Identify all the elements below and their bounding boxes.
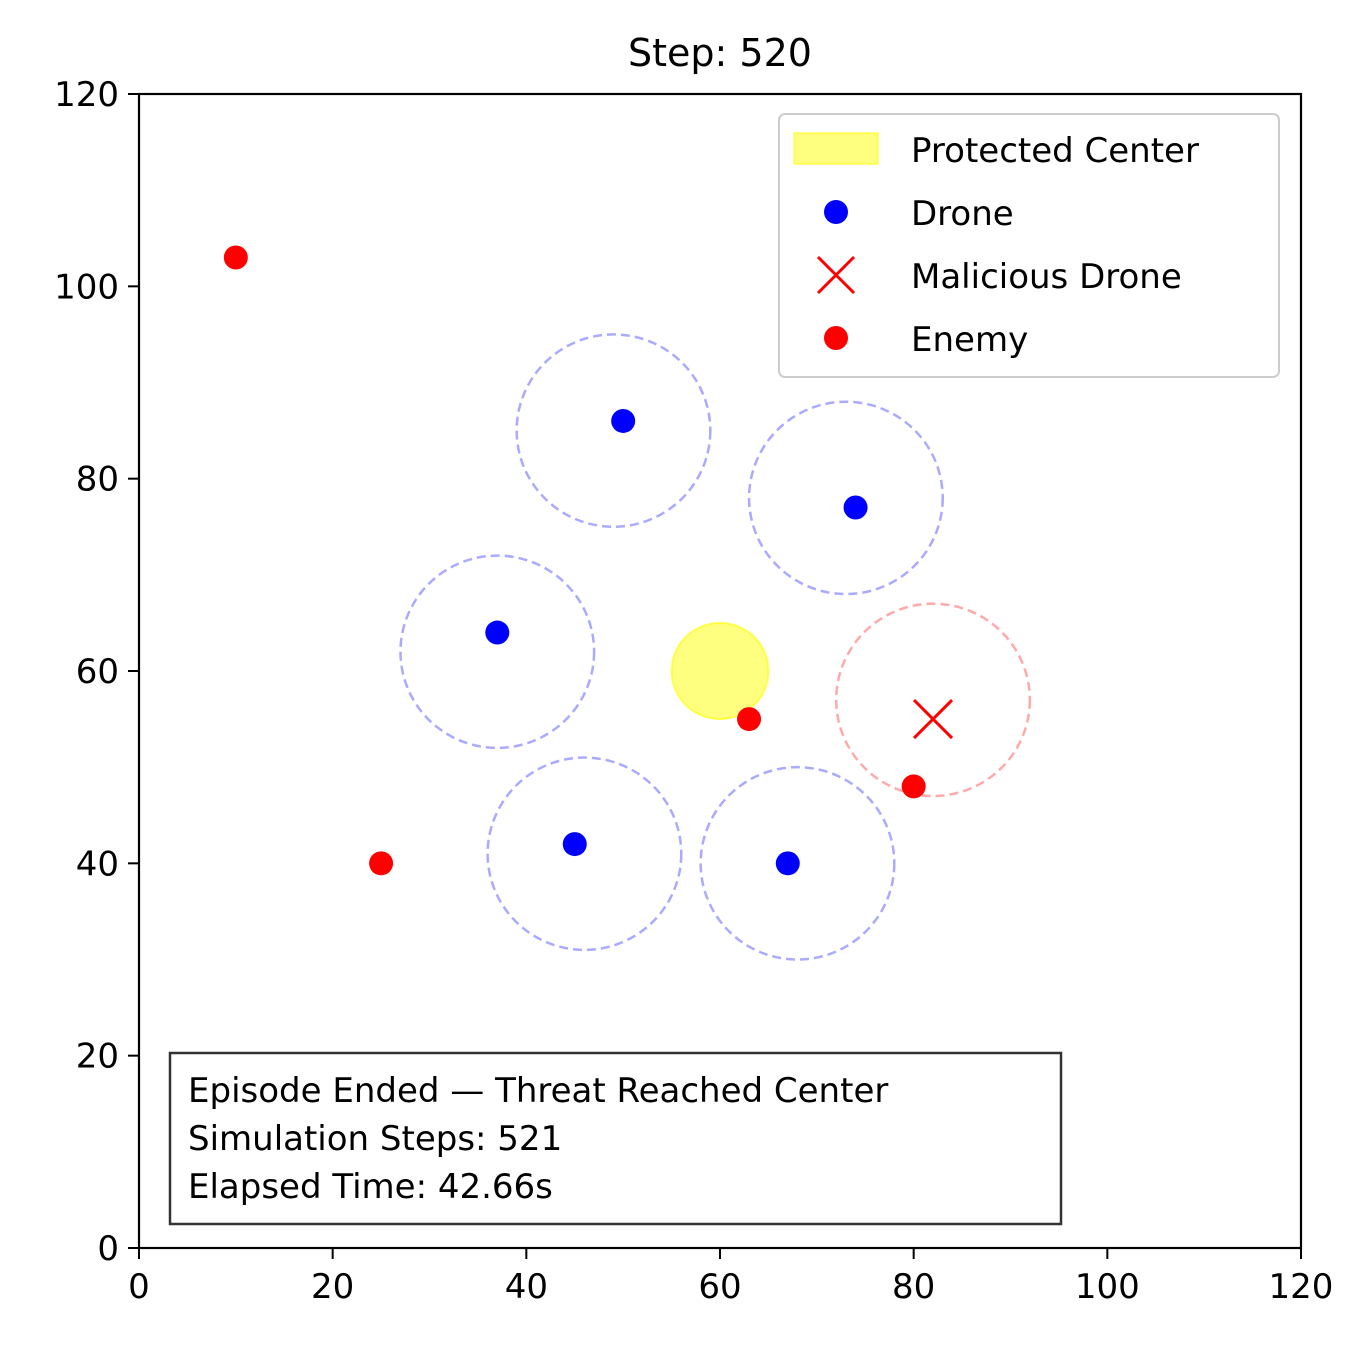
legend-label-malicious-drone: Malicious Drone [911,257,1182,297]
episode-summary-frame [168,1051,1063,1226]
x-tick-label: 60 [698,1267,741,1307]
episode-summary-box: Episode Ended — Threat Reached Center Si… [168,1051,1063,1226]
drone-range-circle-3 [399,554,596,750]
drone-point-5 [775,851,800,876]
legend-label-enemy: Enemy [911,320,1028,360]
legend-marker-drone [824,200,848,224]
x-tick-label: 120 [1269,1267,1334,1307]
y-tick-label: 80 [76,460,119,500]
legend-swatch-protected-center [793,132,879,165]
episode-summary-line-1: Episode Ended — Threat Reached Center [188,1071,888,1111]
x-tick-label: 100 [1075,1267,1140,1307]
drone-point-4 [562,832,587,857]
plot-marks [223,245,1032,961]
y-tick-label: 0 [97,1229,119,1269]
enemy-point-4 [901,774,926,799]
malicious-drone-point-1 [912,699,954,740]
episode-summary-line-2: Simulation Steps: 521 [188,1119,562,1159]
chart-title: Step: 520 [628,31,812,75]
legend-frame [778,113,1280,378]
drone-range-circle-1 [515,333,712,529]
drone-range-circle-5 [699,765,896,961]
x-tick-label: 0 [128,1267,150,1307]
y-tick-label: 120 [54,75,119,115]
malicious-drone-stroke [912,699,954,740]
x-tick-label: 40 [505,1267,548,1307]
x-tick-label: 20 [311,1267,354,1307]
x-tick-label: 80 [892,1267,935,1307]
legend-marker-enemy [824,326,848,350]
drone-point-3 [485,620,510,645]
drone-range-circle-4 [486,756,683,952]
legend-label-protected-center: Protected Center [911,131,1199,171]
episode-summary-line-3: Elapsed Time: 42.66s [188,1167,553,1207]
axis-ticks: 0 20 40 60 80 100 120 0 20 40 60 80 100 120 [54,75,1333,1307]
y-tick-label: 20 [76,1037,119,1077]
drone-point-2 [843,495,868,520]
enemy-point-2 [369,851,394,876]
legend: Protected Center Drone Malicious Drone E… [778,113,1280,378]
y-tick-label: 40 [76,844,119,884]
malicious-range-circle-1 [834,602,1032,798]
legend-marker-malicious-drone [816,255,856,295]
enemy-point-3 [737,707,762,732]
drone-range-circle-2 [747,400,944,596]
drone-point-1 [611,408,636,433]
y-tick-label: 100 [54,267,119,307]
protected-center [670,621,770,721]
legend-label-drone: Drone [911,194,1014,234]
enemy-point-1 [223,245,248,270]
y-tick-label: 60 [76,652,119,692]
